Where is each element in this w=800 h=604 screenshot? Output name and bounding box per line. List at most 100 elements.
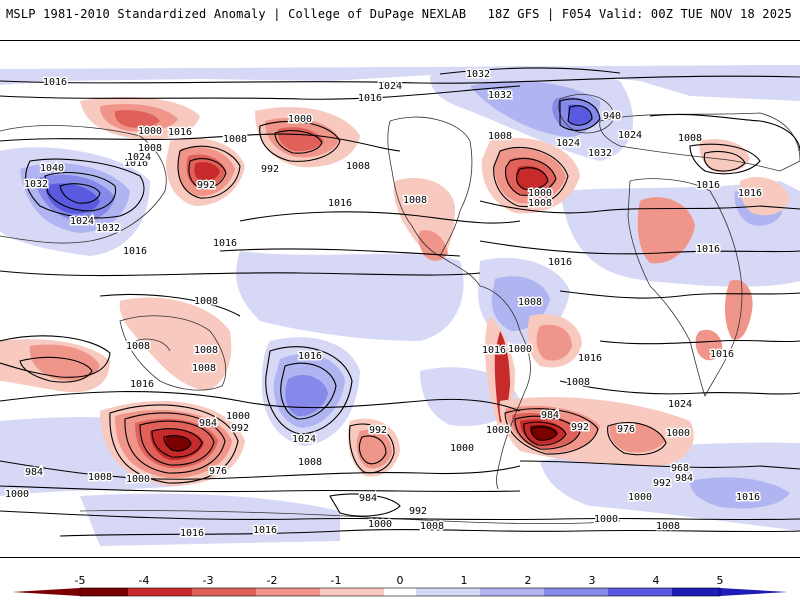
isobar-label: 992 — [409, 506, 427, 517]
isobar-label: 1000 — [138, 126, 162, 137]
isobar-label: 1016 — [358, 93, 382, 104]
isobar-label: 1008 — [678, 133, 702, 144]
isobar-label: 976 — [209, 466, 227, 477]
isobar-label: 1000 — [594, 514, 618, 525]
isobar-label: 1016 — [578, 353, 602, 364]
isobar-label: 1024 — [292, 434, 316, 445]
isobar-label: 1032 — [24, 179, 48, 190]
isobar-label: 992 — [369, 425, 387, 436]
colorbar-seg — [256, 588, 320, 596]
isobar-label: 992 — [197, 180, 215, 191]
isobar-label: 968 — [671, 463, 689, 474]
isobar-label: 1000 — [508, 344, 532, 355]
isobar-label: 1024 — [618, 130, 642, 141]
isobar-label: 1016 — [124, 158, 148, 169]
isobar-label: 1032 — [466, 69, 490, 80]
isobar-label: 1008 — [566, 377, 590, 388]
isobar-label: 1008 — [192, 363, 216, 374]
run-info: 18Z GFS | F054 Valid: 00Z TUE NOV 18 202… — [487, 7, 792, 21]
isobar-label: 1016 — [696, 180, 720, 191]
isobar-label: 1016 — [43, 77, 67, 88]
isobar-label: 1024 — [127, 152, 151, 163]
isobar-label: 992 — [571, 422, 589, 433]
colorbar-tick: -3 — [203, 574, 214, 587]
isobar-label: 1008 — [138, 143, 162, 154]
isobar-label: 1016 — [482, 345, 506, 356]
isobar-label: 940 — [603, 111, 621, 122]
isobar-label: 992 — [261, 164, 279, 175]
isobar-label: 1008 — [403, 195, 427, 206]
isobar-label: 1016 — [168, 127, 192, 138]
colorbar-tick: 5 — [717, 574, 724, 587]
colorbar-tick: 0 — [397, 574, 404, 587]
isobar-label: 992 — [231, 423, 249, 434]
isobar-label: 1032 — [488, 90, 512, 101]
isobar-label: 984 — [199, 418, 217, 429]
header-bar: MSLP 1981-2010 Standardized Anomaly | Co… — [0, 0, 800, 40]
colorbar-tick: 4 — [653, 574, 660, 587]
colorbar-seg — [12, 588, 80, 596]
isobar-label: 1040 — [40, 163, 64, 174]
isobar-label: 1032 — [96, 223, 120, 234]
isobar-label: 1016 — [736, 492, 760, 503]
isobar-label: 1008 — [88, 472, 112, 483]
isobar-label: 1016 — [710, 349, 734, 360]
coastlines — [0, 94, 800, 525]
mslp-anomaly-map: 1016 1024 1016 1032 1032 1000 1016 1008 … — [0, 41, 800, 557]
colorbar-seg — [128, 588, 192, 596]
colorbar-segments — [12, 587, 788, 597]
colorbar-tick: 3 — [589, 574, 596, 587]
isobar-label: 992 — [653, 478, 671, 489]
colorbar-tick: 1 — [461, 574, 468, 587]
map-title: MSLP 1981-2010 Standardized Anomaly | Co… — [6, 7, 467, 21]
isobar-label: 1008 — [346, 161, 370, 172]
isobar-label: 1000 — [528, 188, 552, 199]
isobar-label: 1000 — [368, 519, 392, 530]
isobar-label: 984 — [541, 410, 559, 421]
colorbar-svg: -5 -4 -3 -2 -1 0 1 2 3 4 5 — [12, 574, 788, 597]
map-panel: 1016 1024 1016 1032 1032 1000 1016 1008 … — [0, 40, 800, 558]
colorbar-outline — [79, 587, 721, 597]
colorbar-seg — [384, 588, 416, 596]
isobar-label: 1008 — [518, 297, 542, 308]
isobar-label: 1000 — [126, 474, 150, 485]
isobar-label: 1016 — [123, 246, 147, 257]
colorbar-seg — [672, 588, 720, 596]
isobar-label-group: 1016 1024 1016 1032 1032 1000 1016 1008 … — [3, 68, 763, 541]
isobar-label: 1024 — [70, 216, 94, 227]
colorbar-tick: -2 — [267, 574, 278, 587]
colorbar-tick: -4 — [139, 574, 150, 587]
isobar-label: 1008 — [126, 341, 150, 352]
colorbar-seg — [720, 588, 788, 596]
isobar-label: 1016 — [253, 525, 277, 536]
isobar-label: 984 — [675, 473, 693, 484]
isobar-label: 1000 — [5, 489, 29, 500]
isobar-label: 1008 — [194, 345, 218, 356]
colorbar-seg — [320, 588, 384, 596]
isobar-label: 1016 — [180, 528, 204, 539]
isobar-label: 1008 — [223, 134, 247, 145]
isobar-label: 1000 — [288, 114, 312, 125]
isobar-label: 1024 — [556, 138, 580, 149]
isobar-label: 1008 — [194, 296, 218, 307]
isobar-label: 1016 — [548, 257, 572, 268]
isobar-label: 1008 — [420, 521, 444, 532]
isobar-label: 1000 — [226, 411, 250, 422]
isobar-label: 1000 — [628, 492, 652, 503]
isobar-label: 1008 — [528, 198, 552, 209]
colorbar-seg — [480, 588, 544, 596]
isobar-label: 1016 — [130, 379, 154, 390]
isobar-label: 1000 — [450, 443, 474, 454]
isobar-label: 1024 — [668, 399, 692, 410]
isobar-label: 1024 — [378, 81, 402, 92]
colorbar-tick: -1 — [331, 574, 342, 587]
isobar-label: 1016 — [738, 188, 762, 199]
isobar-label: 1008 — [488, 131, 512, 142]
isobar-label: 984 — [25, 467, 43, 478]
colorbar-seg — [80, 588, 128, 596]
colorbar-seg — [544, 588, 608, 596]
isobar-label: 1000 — [666, 428, 690, 439]
isobar-label: 976 — [617, 424, 635, 435]
isobar-label: 1016 — [298, 351, 322, 362]
isobar-label: 1008 — [656, 521, 680, 532]
